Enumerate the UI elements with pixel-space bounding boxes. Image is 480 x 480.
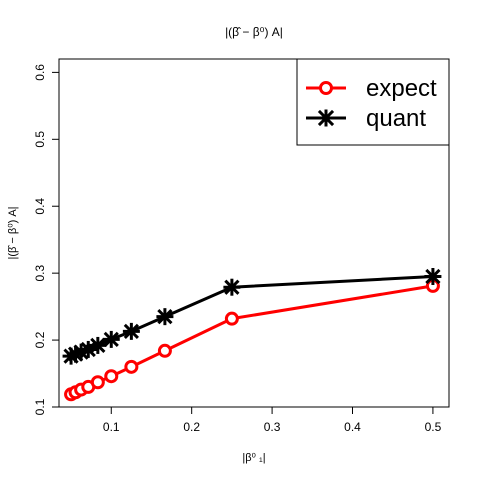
data-point-expect	[124, 359, 139, 374]
data-point-quant	[156, 308, 174, 326]
y-axis: 0.1 0.2 0.3 0.4 0.5 0.6	[33, 64, 60, 415]
legend-marker-quant-d2	[317, 109, 335, 127]
data-point-quant	[122, 322, 140, 340]
data-point-expect	[90, 375, 105, 390]
y-tick-label: 0.5	[33, 131, 47, 148]
data-point-quant	[223, 278, 241, 296]
y-tick-label: 0.1	[33, 398, 47, 415]
legend: expect quant	[296, 58, 450, 146]
y-tick-label: 0.4	[33, 198, 47, 215]
marker-d2	[90, 337, 106, 354]
data-point-expect	[157, 343, 172, 358]
marker-d2	[103, 331, 119, 348]
x-tick-label: 0.2	[183, 420, 200, 434]
x-axis-label: |β⁰ ₁|	[242, 452, 265, 464]
marker-d2	[425, 268, 441, 285]
x-tick-label: 0.1	[103, 420, 120, 434]
x-tick-label: 0.5	[425, 420, 442, 434]
data-point-quant	[424, 268, 442, 285]
legend-marker-expect	[319, 81, 333, 95]
series-quant	[62, 268, 442, 365]
data-point-expect	[224, 311, 239, 326]
x-axis: 0.1 0.2 0.3 0.4 0.5	[103, 406, 442, 434]
legend-marker-quant	[317, 109, 335, 127]
x-tick-label: 0.4	[344, 420, 361, 434]
x-tick-label: 0.3	[264, 420, 281, 434]
y-tick-label: 0.2	[33, 331, 47, 348]
legend-label-expect: expect	[366, 75, 437, 102]
chart-title: |(β̂ − β⁰) A|	[225, 25, 283, 39]
y-axis-label: |(β̂ − β⁰) A|	[7, 206, 19, 259]
marker-d2	[157, 309, 173, 325]
series-expect	[64, 278, 440, 402]
data-point-quant	[102, 330, 120, 348]
y-tick-label: 0.6	[33, 64, 47, 81]
marker-d2	[123, 323, 139, 339]
y-tick-label: 0.3	[33, 264, 47, 281]
data-point-expect	[104, 369, 119, 384]
legend-box	[296, 58, 450, 146]
series-layer	[62, 268, 442, 402]
legend-label-quant: quant	[366, 105, 426, 132]
marker-d2	[224, 279, 240, 295]
data-point-quant	[89, 336, 107, 354]
